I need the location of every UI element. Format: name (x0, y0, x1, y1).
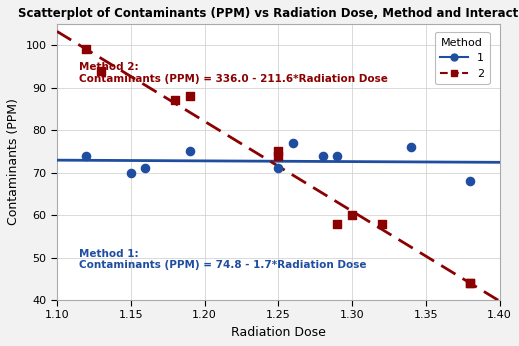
Point (289, 140, 297, 146)
Point (186, 93, 194, 99)
Point (348, 212, 356, 218)
Point (333, 153, 342, 158)
Text: Method 2:
Contaminants (PPM) = 336.0 - 211.6*Radiation Dose: Method 2: Contaminants (PPM) = 336.0 - 2… (79, 62, 388, 84)
Point (319, 153, 327, 158)
Title: Scatterplot of Contaminants (PPM) vs Radiation Dose, Method and Interaction: Scatterplot of Contaminants (PPM) vs Rad… (18, 7, 519, 20)
Point (97, 68, 105, 73)
Point (466, 178, 474, 184)
Point (377, 221, 386, 226)
Point (127, 170, 135, 175)
Point (274, 153, 282, 158)
Point (333, 221, 342, 226)
Point (83, 153, 91, 158)
Point (141, 166, 149, 171)
Legend: 1, 2: 1, 2 (435, 32, 490, 84)
Point (171, 98, 179, 103)
Point (186, 148, 194, 154)
Y-axis label: Contaminants (PPM): Contaminants (PPM) (7, 99, 20, 226)
Point (274, 166, 282, 171)
Point (407, 144, 415, 150)
Point (466, 280, 474, 286)
Point (466, 280, 474, 286)
Text: Method 1:
Contaminants (PPM) = 74.8 - 1.7*Radiation Dose: Method 1: Contaminants (PPM) = 74.8 - 1.… (79, 249, 366, 270)
X-axis label: Radiation Dose: Radiation Dose (231, 326, 326, 339)
Point (274, 148, 282, 154)
Point (83, 47, 91, 52)
